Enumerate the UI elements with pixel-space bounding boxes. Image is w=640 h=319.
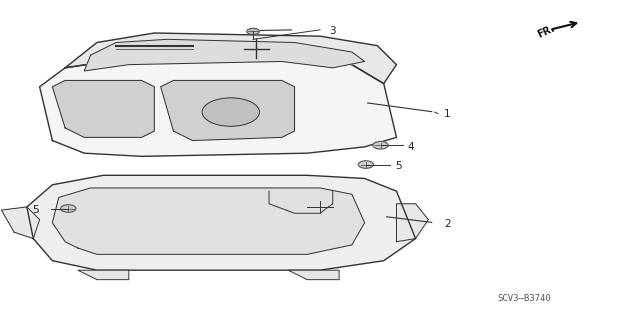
- Text: 5: 5: [32, 205, 38, 215]
- Circle shape: [202, 98, 259, 126]
- Polygon shape: [65, 33, 396, 84]
- Circle shape: [373, 141, 388, 149]
- Text: 1: 1: [444, 109, 451, 119]
- Polygon shape: [1, 207, 40, 239]
- Text: 4: 4: [408, 142, 415, 152]
- Polygon shape: [52, 188, 365, 254]
- Polygon shape: [84, 39, 365, 71]
- Text: 2: 2: [444, 219, 451, 229]
- Polygon shape: [52, 80, 154, 137]
- Polygon shape: [396, 204, 428, 242]
- Text: SCV3–B3740: SCV3–B3740: [497, 294, 551, 303]
- Text: 5: 5: [395, 161, 402, 171]
- Polygon shape: [40, 55, 396, 156]
- Circle shape: [358, 161, 374, 168]
- Text: 3: 3: [330, 26, 336, 36]
- Circle shape: [61, 205, 76, 212]
- Circle shape: [246, 28, 259, 34]
- Polygon shape: [27, 175, 415, 270]
- Polygon shape: [288, 270, 339, 280]
- Polygon shape: [161, 80, 294, 141]
- Text: FR.: FR.: [536, 23, 557, 40]
- Polygon shape: [78, 270, 129, 280]
